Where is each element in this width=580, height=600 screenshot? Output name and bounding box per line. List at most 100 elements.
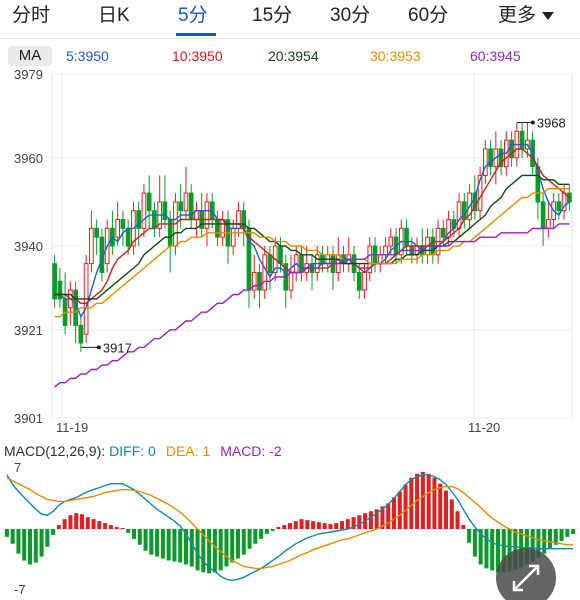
macd-bar (131, 529, 137, 539)
macd-bar (143, 529, 148, 551)
macd-bar (33, 529, 38, 563)
candle-body (125, 227, 131, 247)
candle-body (556, 201, 562, 212)
y-tick-label: 3901 (14, 411, 43, 426)
price-annotations: 3968 3917 (80, 116, 566, 355)
tab-daily-k[interactable]: 日K (98, 5, 130, 26)
macd-tick-label: 7 (14, 460, 21, 475)
macd-bar (155, 529, 160, 557)
candle-body (57, 280, 63, 300)
x-tick-label: 11-19 (56, 420, 88, 435)
macd-params: MACD(12,26,9): (4, 443, 105, 459)
tab-60min[interactable]: 60分 (408, 5, 449, 26)
macd-lines (6, 474, 574, 582)
ma-indicator-badge[interactable]: MA (8, 46, 52, 66)
tab-intraday[interactable]: 分时 (12, 5, 51, 26)
y-tick-label: 3940 (14, 239, 43, 254)
macd-bar (461, 525, 466, 529)
macd-bar (368, 511, 373, 529)
candle-body (540, 201, 546, 229)
macd-bar (68, 515, 73, 529)
macd-bar (276, 527, 281, 529)
candle-body (362, 271, 367, 291)
macd-tick-label: -7 (14, 582, 26, 597)
macd-bar (120, 528, 125, 530)
macd-label: MACD(12,26,9): DIFF: 0 DEA: 1 MACD: -2 (4, 443, 282, 459)
candle-body (456, 201, 462, 229)
macd-bar (282, 525, 287, 529)
ma-line-ma20 (54, 174, 570, 300)
candle-body (204, 201, 210, 229)
candle-body (498, 148, 504, 168)
macd-bar (571, 529, 576, 534)
candle-body (440, 227, 446, 238)
macd-bar (415, 473, 420, 529)
macd-bar (536, 529, 541, 558)
ma-legend: MA 5:3950 10:3950 20:3954 30:3953 60:394… (0, 42, 580, 70)
macd-bar (559, 529, 564, 541)
macd-bar (507, 529, 512, 572)
macd-bar (386, 503, 391, 529)
macd-bar (472, 529, 477, 557)
candle-body (162, 201, 168, 221)
candle-body (120, 219, 126, 229)
macd-bar (79, 514, 85, 529)
candle-body (136, 210, 142, 229)
candle-body (178, 201, 184, 212)
candle-body (215, 219, 220, 238)
macd-bar (467, 529, 472, 543)
chart-grid (51, 73, 573, 419)
tab-5min[interactable]: 5分 (178, 5, 208, 26)
macd-bar (299, 519, 304, 529)
candle-body (367, 245, 373, 273)
more-button[interactable]: 更多 (498, 0, 555, 36)
candle-body (89, 227, 94, 265)
tab-15min[interactable]: 15分 (252, 5, 293, 26)
macd-diff-value: DIFF: 0 (109, 443, 156, 459)
macd-bar (513, 529, 518, 570)
macd-bar (207, 529, 212, 574)
annotation-label: 3968 (537, 116, 566, 131)
fullscreen-button[interactable] (496, 548, 556, 600)
macd-bar (91, 519, 96, 529)
tab-30min[interactable]: 30分 (330, 5, 371, 26)
candle-body (278, 245, 283, 265)
y-tick-label: 3979 (14, 67, 43, 82)
macd-bar (495, 529, 501, 573)
macd-bar (126, 529, 131, 533)
macd-bar (420, 471, 425, 529)
ma10-value: 10:3950 (172, 48, 223, 64)
candle-body (262, 254, 268, 291)
macd-bar (114, 527, 119, 529)
macd-bar (351, 517, 356, 529)
fullscreen-button-bg[interactable] (496, 548, 556, 600)
macd-bar (322, 523, 327, 529)
candle-body (404, 227, 409, 247)
ma-line-ma30 (54, 187, 570, 318)
macd-bar (10, 529, 15, 544)
macd-bar (224, 529, 229, 567)
macd-bar (103, 523, 108, 529)
macd-bar (166, 529, 171, 561)
macd-bar (39, 529, 44, 557)
macd-bar (51, 529, 56, 535)
x-tick-label: 11-20 (468, 420, 500, 435)
candle-body (288, 271, 294, 291)
macd-bar (56, 525, 61, 529)
macd-bar (264, 529, 269, 534)
macd-bar (403, 484, 408, 529)
macd-bar (553, 529, 558, 545)
y-tick-label: 3921 (14, 323, 43, 338)
candle-body (388, 236, 394, 247)
candle-body (115, 219, 120, 238)
active-tab-indicator (176, 33, 216, 36)
macd-bar (547, 529, 553, 549)
caret-down-icon (542, 11, 555, 20)
macd-bar (230, 529, 235, 563)
macd-bar (74, 513, 79, 529)
macd-histogram (4, 471, 576, 574)
annotation-dot (530, 120, 535, 125)
macd-bar (432, 477, 437, 529)
macd-bar (426, 473, 431, 529)
